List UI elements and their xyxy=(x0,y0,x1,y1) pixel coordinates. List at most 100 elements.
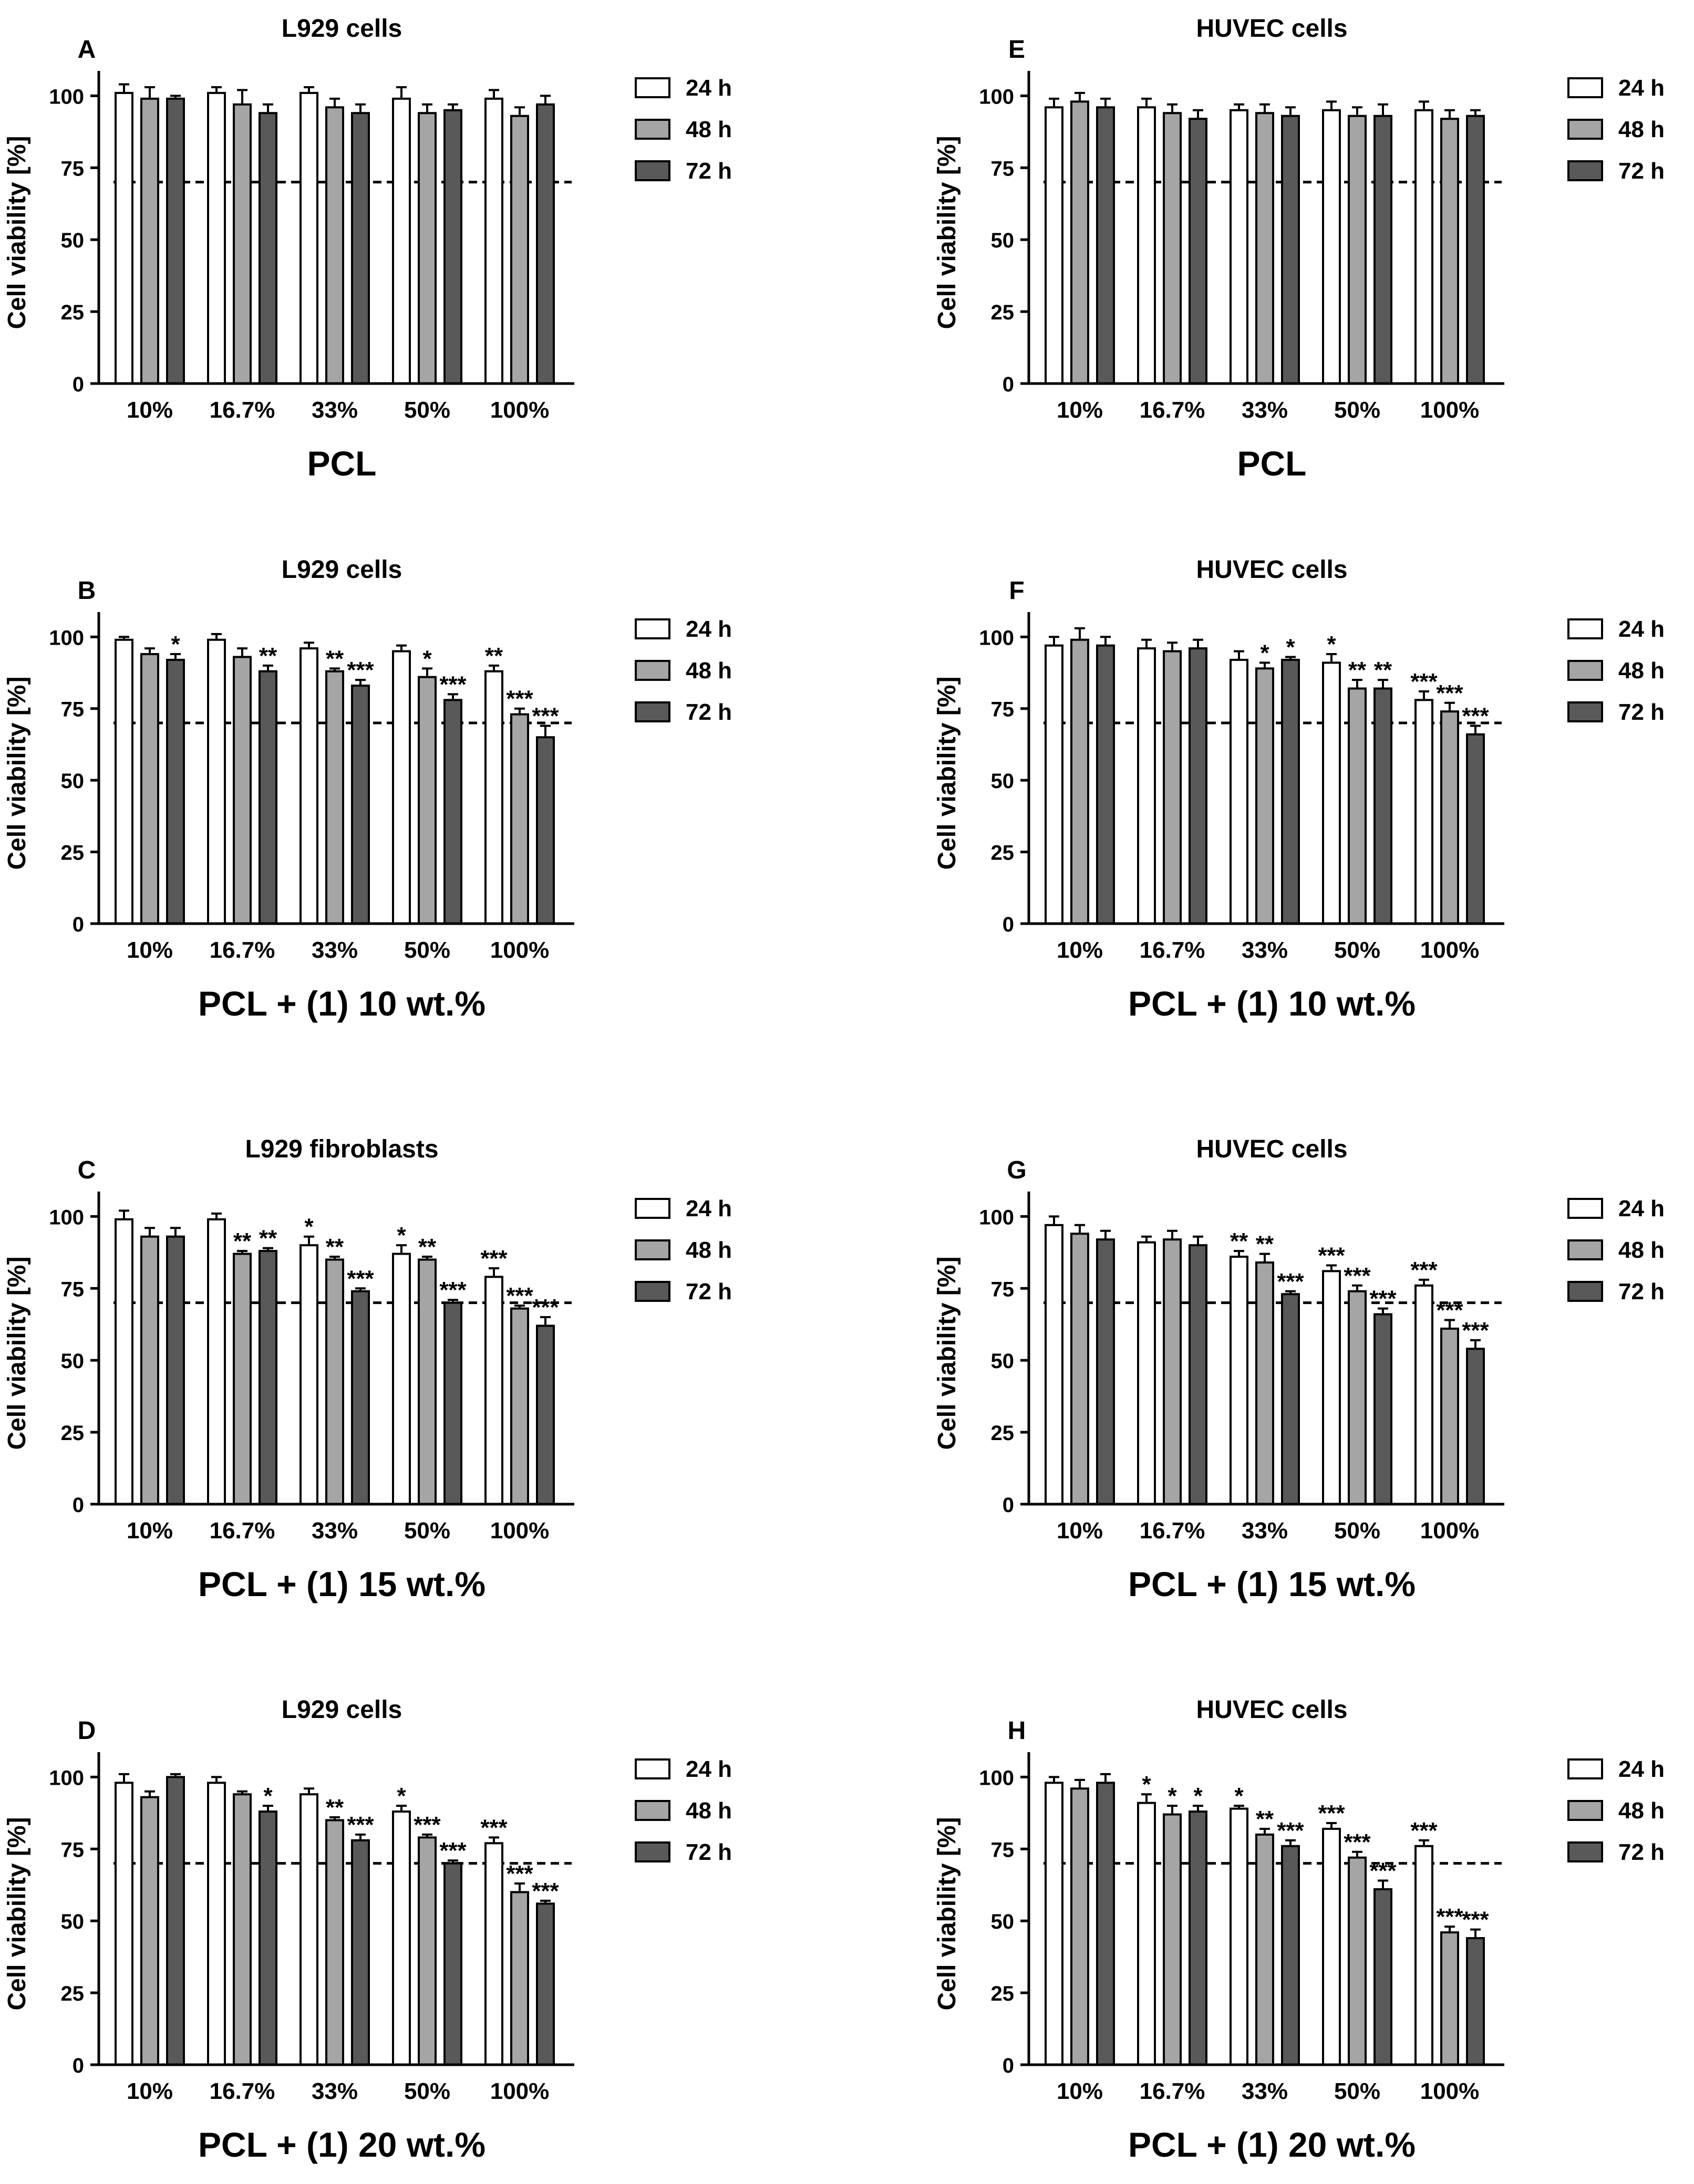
bar-72h xyxy=(259,112,277,385)
bar-48h xyxy=(510,115,529,385)
legend-label: 24 h xyxy=(686,1196,732,1222)
bar-72h xyxy=(1281,1293,1300,1505)
bar-72h xyxy=(1189,118,1207,385)
bar-48h xyxy=(140,653,159,925)
significance-marker: ** xyxy=(1256,1231,1274,1257)
significance-marker: ** xyxy=(259,1226,277,1251)
legend-label: 72 h xyxy=(686,158,732,184)
bar-72h xyxy=(1189,647,1207,925)
significance-marker: *** xyxy=(506,686,533,712)
x-tick-label: 50% xyxy=(1334,937,1380,963)
bar-72h xyxy=(1466,1348,1485,1505)
significance-marker: *** xyxy=(532,703,559,729)
bar-72h xyxy=(1096,1782,1115,2066)
y-tick-label: 0 xyxy=(73,2054,84,2077)
panel-title: HUVEC cells xyxy=(1196,1135,1347,1163)
legend-swatch xyxy=(635,77,670,98)
bar-48h xyxy=(418,1836,437,2066)
bar-72h xyxy=(166,658,185,925)
x-axis-label: PCL + (1) 20 wt.% xyxy=(1128,2125,1416,2164)
bar-72h xyxy=(443,1862,462,2066)
bar-48h xyxy=(1255,1833,1274,2066)
y-tick-label: 75 xyxy=(61,1838,85,1861)
panel-E: HUVEC cells E Cell viability [%] 0 25 50 75 100… xyxy=(933,15,1665,483)
bar-24h xyxy=(115,638,133,925)
x-tick-label: 33% xyxy=(312,2078,358,2104)
significance-marker: *** xyxy=(1462,703,1489,729)
bar-72h xyxy=(1096,106,1115,385)
legend-label: 72 h xyxy=(686,1279,732,1305)
significance-marker: *** xyxy=(1344,1829,1371,1855)
legend: 24 h 48 h 72 h xyxy=(635,75,732,184)
panel-A: L929 cells A Cell viability [%] 0 25 50 75 100 1… xyxy=(3,15,732,483)
legend-label: 72 h xyxy=(1618,1839,1665,1865)
significance-marker: *** xyxy=(1462,1318,1489,1343)
x-tick-label: 50% xyxy=(404,2078,450,2104)
bar-72h xyxy=(536,1324,555,1505)
y-axis-label: Cell viability [%] xyxy=(3,136,31,329)
legend-swatch xyxy=(1567,1841,1603,1862)
legend-label: 24 h xyxy=(1618,1196,1665,1222)
legend-label: 48 h xyxy=(686,117,732,142)
panel-C: L929 fibroblasts C Cell viability [%] 0 25 50… xyxy=(3,1135,732,1603)
legend: 24 h 48 h 72 h xyxy=(635,1196,732,1305)
bar-24h xyxy=(1045,106,1063,385)
legend-swatch xyxy=(635,1281,670,1302)
y-tick-label: 25 xyxy=(61,301,85,324)
x-tick-label: 100% xyxy=(1420,2078,1480,2104)
legend-label: 72 h xyxy=(1618,158,1665,184)
legend-swatch xyxy=(1567,701,1603,722)
bar-72h xyxy=(1373,1888,1392,2066)
bar-72h xyxy=(1096,1238,1115,1505)
x-tick-label: 16.7% xyxy=(210,397,275,423)
bar-72h xyxy=(1281,1845,1300,2066)
bar-24h xyxy=(207,91,226,385)
bar-72h xyxy=(1466,1937,1485,2066)
bar-48h xyxy=(418,112,437,385)
bar-48h xyxy=(510,1307,529,1506)
significance-marker: *** xyxy=(439,1277,467,1303)
x-tick-label: 50% xyxy=(404,1518,450,1544)
bar-24h xyxy=(1414,109,1433,385)
panel-title: HUVEC cells xyxy=(1196,1696,1347,1724)
y-tick-label: 50 xyxy=(61,770,85,793)
significance-marker: *** xyxy=(1318,1243,1345,1268)
bar-48h xyxy=(233,1793,252,2066)
significance-marker: ** xyxy=(326,1795,344,1820)
legend-label: 48 h xyxy=(686,1798,732,1824)
y-tick-label: 25 xyxy=(61,842,85,865)
x-tick-label: 50% xyxy=(1334,2078,1380,2104)
bar-24h xyxy=(1230,109,1248,385)
y-tick-label: 100 xyxy=(49,85,84,108)
y-tick-label: 100 xyxy=(979,1206,1014,1229)
panel-letter: D xyxy=(78,1717,96,1745)
bar-48h xyxy=(418,1258,437,1506)
legend-label: 24 h xyxy=(1618,1756,1665,1782)
panel-F: HUVEC cells F Cell viability [%] 0 25 50 75 100… xyxy=(933,556,1665,1023)
legend-swatch xyxy=(635,1239,670,1260)
bar-72h xyxy=(166,1235,185,1506)
y-tick-label: 25 xyxy=(991,842,1015,865)
legend-swatch xyxy=(1567,1800,1603,1821)
bar-24h xyxy=(1045,1224,1063,1506)
bar-48h xyxy=(140,1796,159,2066)
significance-marker: *** xyxy=(532,1295,559,1320)
significance-marker: * xyxy=(1168,1783,1177,1809)
bar-24h xyxy=(484,97,503,385)
bar-24h xyxy=(299,91,318,385)
x-tick-label: 33% xyxy=(1242,397,1288,423)
legend-swatch xyxy=(635,119,670,140)
panel-title: L929 cells xyxy=(282,556,402,584)
significance-marker: * xyxy=(1142,1772,1151,1797)
bar-48h xyxy=(325,1819,344,2066)
bar-72h xyxy=(1373,1313,1392,1506)
y-tick-label: 50 xyxy=(61,1910,85,1933)
panel-title: L929 cells xyxy=(282,1696,402,1724)
significance-marker: * xyxy=(1327,632,1336,657)
y-tick-label: 25 xyxy=(61,1982,85,2005)
y-axis-label: Cell viability [%] xyxy=(3,676,31,870)
bar-72h xyxy=(351,112,370,385)
bar-48h xyxy=(1440,1931,1459,2066)
x-tick-label: 33% xyxy=(312,1518,358,1544)
